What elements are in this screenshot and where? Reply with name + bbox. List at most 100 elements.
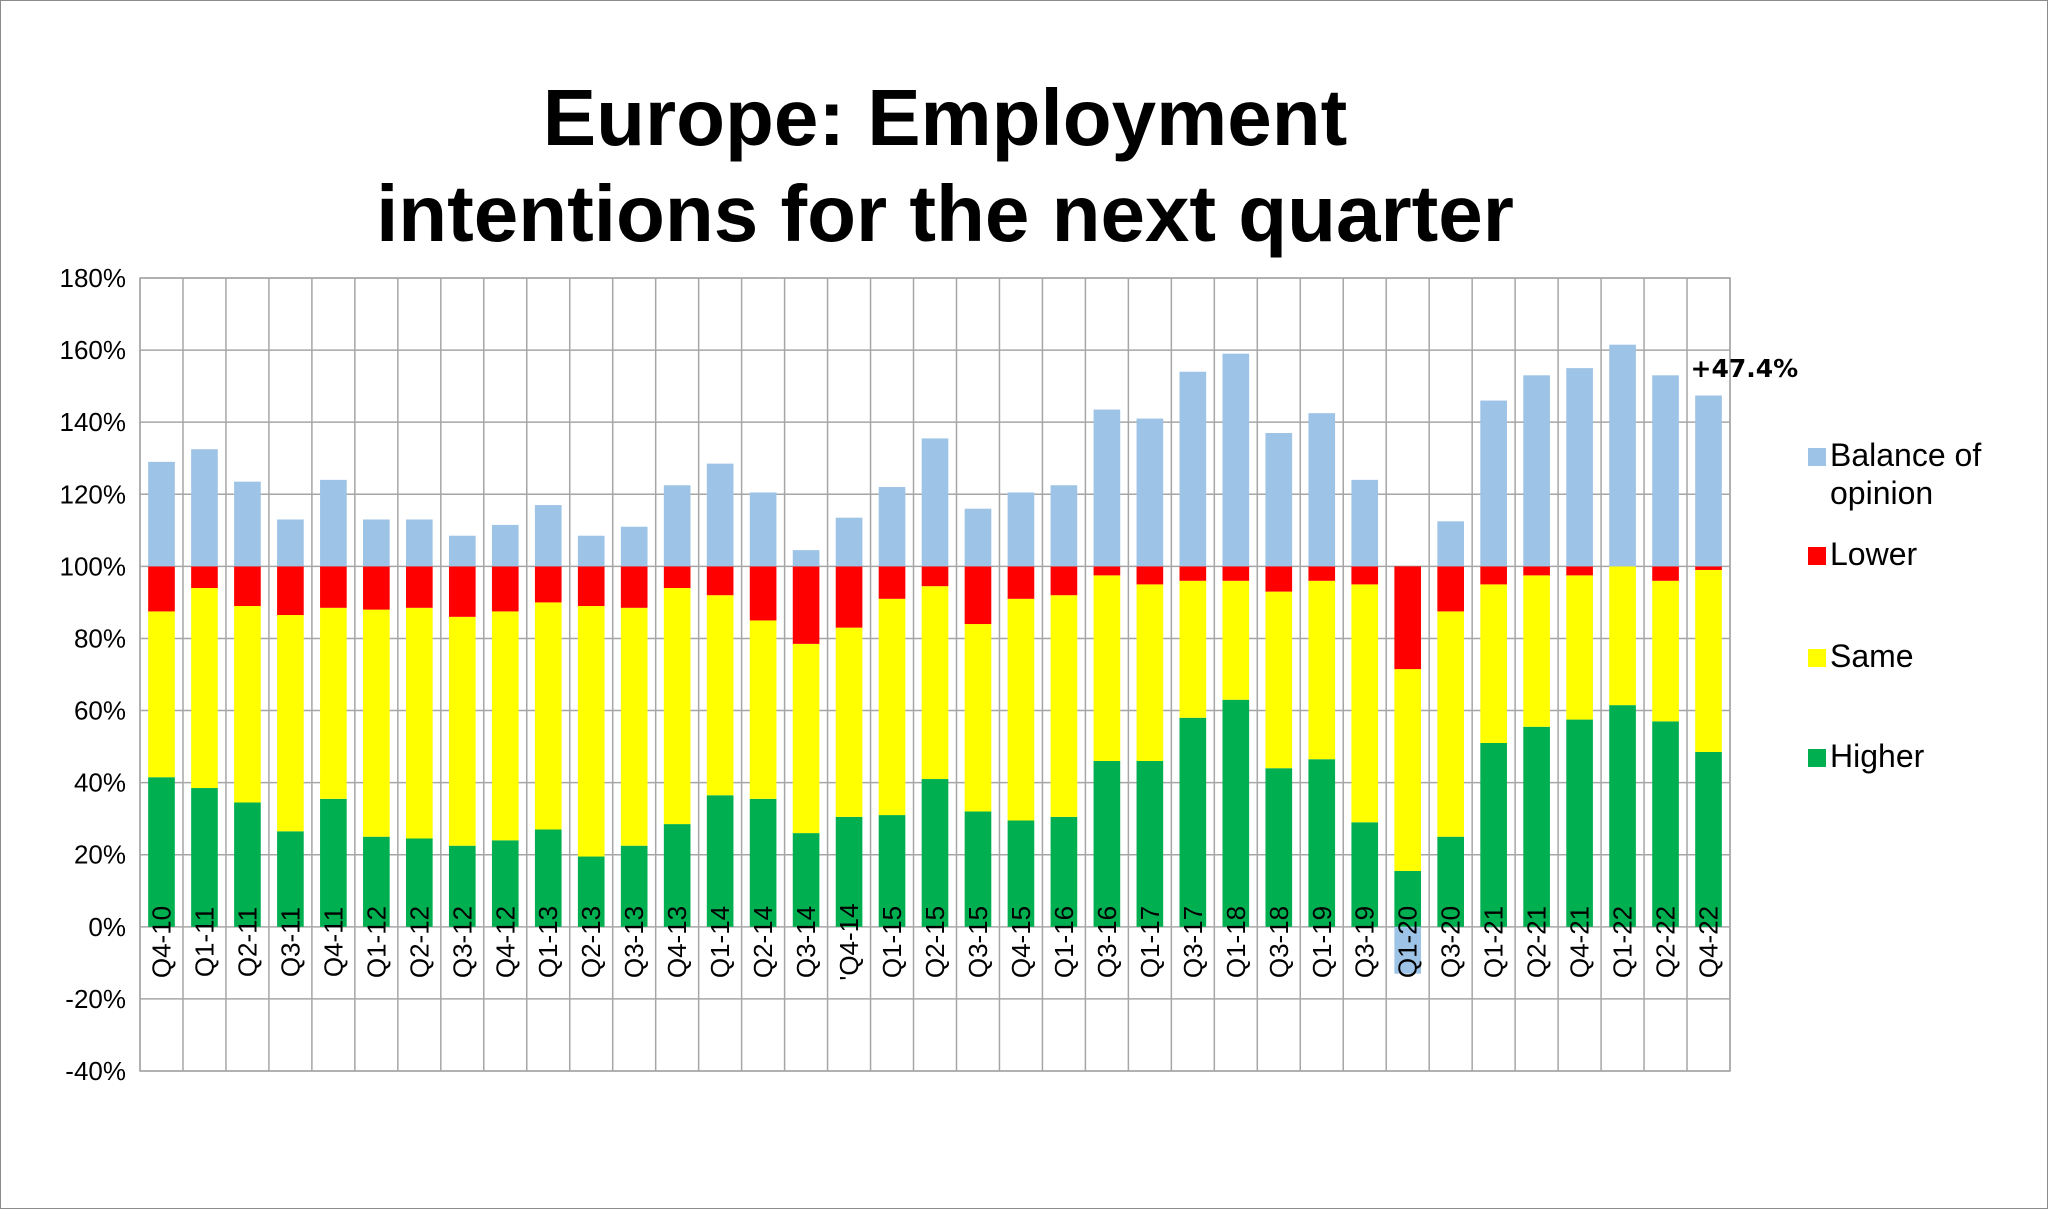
bar-higher xyxy=(234,802,261,927)
x-tick-label: Q1-19 xyxy=(1307,906,1337,978)
bar-same xyxy=(1351,584,1379,823)
legend-label-higher: Higher xyxy=(1830,738,1925,774)
bar-lower xyxy=(620,566,648,608)
bar-higher xyxy=(148,777,175,927)
bar-balance xyxy=(1566,368,1593,567)
bar-higher xyxy=(1179,717,1207,927)
x-tick-label: Q2-21 xyxy=(1522,906,1552,978)
y-tick-label: 80% xyxy=(74,623,126,653)
bar-balance xyxy=(1652,375,1679,567)
bar-lower xyxy=(1050,566,1078,596)
x-tick-label: Q1-13 xyxy=(533,906,563,978)
bar-same xyxy=(1050,595,1078,817)
x-tick-label: Q4-21 xyxy=(1565,906,1595,978)
bar-balance xyxy=(1695,395,1722,567)
bar-lower xyxy=(1437,566,1464,612)
legend-swatch-same xyxy=(1808,649,1826,667)
bar-lower xyxy=(1394,566,1422,670)
bar-higher xyxy=(1265,768,1293,927)
bar-balance xyxy=(1394,926,1422,974)
bar-same xyxy=(1394,669,1422,871)
bar-balance xyxy=(878,487,906,567)
bar-same xyxy=(1007,598,1035,821)
x-tick-label: Q3-14 xyxy=(791,906,821,978)
y-tick-label: 100% xyxy=(60,551,127,581)
bar-balance xyxy=(620,526,648,567)
bar-higher xyxy=(320,798,347,927)
bar-lower xyxy=(1265,566,1293,592)
bar-same xyxy=(921,586,949,780)
bar-balance xyxy=(1265,432,1293,567)
bar-same xyxy=(1652,580,1679,722)
bar-lower xyxy=(534,566,562,603)
bar-same xyxy=(792,643,820,834)
x-tick-label: Q1-14 xyxy=(705,906,735,978)
bar-same xyxy=(1437,611,1464,837)
bar-same xyxy=(406,607,433,839)
bar-higher xyxy=(620,845,648,927)
bar-balance xyxy=(363,519,390,567)
y-tick-label: 20% xyxy=(74,840,126,870)
x-tick-label: Q3-16 xyxy=(1092,906,1122,978)
bar-balance xyxy=(1179,371,1207,567)
bar-same xyxy=(1136,584,1164,762)
bar-same xyxy=(1093,575,1121,762)
bar-same xyxy=(448,616,476,846)
bar-higher xyxy=(1136,761,1164,927)
x-tick-label: Q3-19 xyxy=(1350,906,1380,978)
y-tick-label: 40% xyxy=(74,768,126,798)
bar-same xyxy=(1308,580,1336,760)
bar-same xyxy=(1523,575,1550,727)
bar-lower xyxy=(1480,566,1507,585)
x-tick-label: Q3-20 xyxy=(1436,906,1466,978)
legend-label-same: Same xyxy=(1830,638,1914,674)
bar-balance xyxy=(1136,418,1164,567)
bar-higher xyxy=(1480,742,1507,927)
bar-balance xyxy=(448,535,476,567)
bar-lower xyxy=(148,566,175,612)
x-tick-label: Q1-15 xyxy=(877,906,907,978)
bar-higher xyxy=(1308,759,1336,927)
y-tick-label: 180% xyxy=(60,263,127,293)
bar-balance xyxy=(921,438,949,567)
bar-higher xyxy=(1050,816,1078,927)
bar-lower xyxy=(1136,566,1164,585)
bar-same xyxy=(491,611,519,841)
legend-label-balance: Balance of opinion xyxy=(1830,436,1981,512)
bar-lower xyxy=(1695,566,1722,570)
bar-lower xyxy=(1179,566,1207,581)
bar-higher xyxy=(792,833,820,927)
y-tick-label: 160% xyxy=(60,335,127,365)
bar-lower xyxy=(1351,566,1379,585)
bar-higher xyxy=(663,824,691,927)
bar-higher xyxy=(1351,822,1379,927)
legend-swatch-lower xyxy=(1808,547,1826,565)
bar-same xyxy=(1179,580,1207,718)
bar-balance xyxy=(234,481,261,567)
x-tick-label: Q3-13 xyxy=(619,906,649,978)
x-tick-label: Q3-15 xyxy=(963,906,993,978)
bar-higher xyxy=(363,836,390,927)
bar-higher xyxy=(1695,751,1722,927)
x-tick-label: Q2-13 xyxy=(576,906,606,978)
bar-balance xyxy=(1480,400,1507,567)
x-tick-label: Q4-11 xyxy=(318,907,348,977)
bar-higher xyxy=(577,856,605,927)
legend-label-balance-line2: opinion xyxy=(1830,475,1934,511)
bar-same xyxy=(534,602,562,830)
bar-lower xyxy=(835,566,863,628)
bar-balance xyxy=(1093,409,1121,567)
bar-lower xyxy=(277,566,304,616)
bar-balance xyxy=(749,492,777,567)
bar-balance xyxy=(792,550,820,567)
bar-balance xyxy=(277,519,304,567)
bar-higher xyxy=(964,811,992,927)
legend-swatch-higher xyxy=(1808,749,1826,767)
bar-higher xyxy=(534,829,562,927)
bar-lower xyxy=(320,566,347,608)
legend-label-lower: Lower xyxy=(1830,536,1918,572)
bar-higher xyxy=(1523,726,1550,927)
x-tick-label: Q1-22 xyxy=(1608,906,1638,978)
x-tick-label: Q2-12 xyxy=(404,906,434,978)
